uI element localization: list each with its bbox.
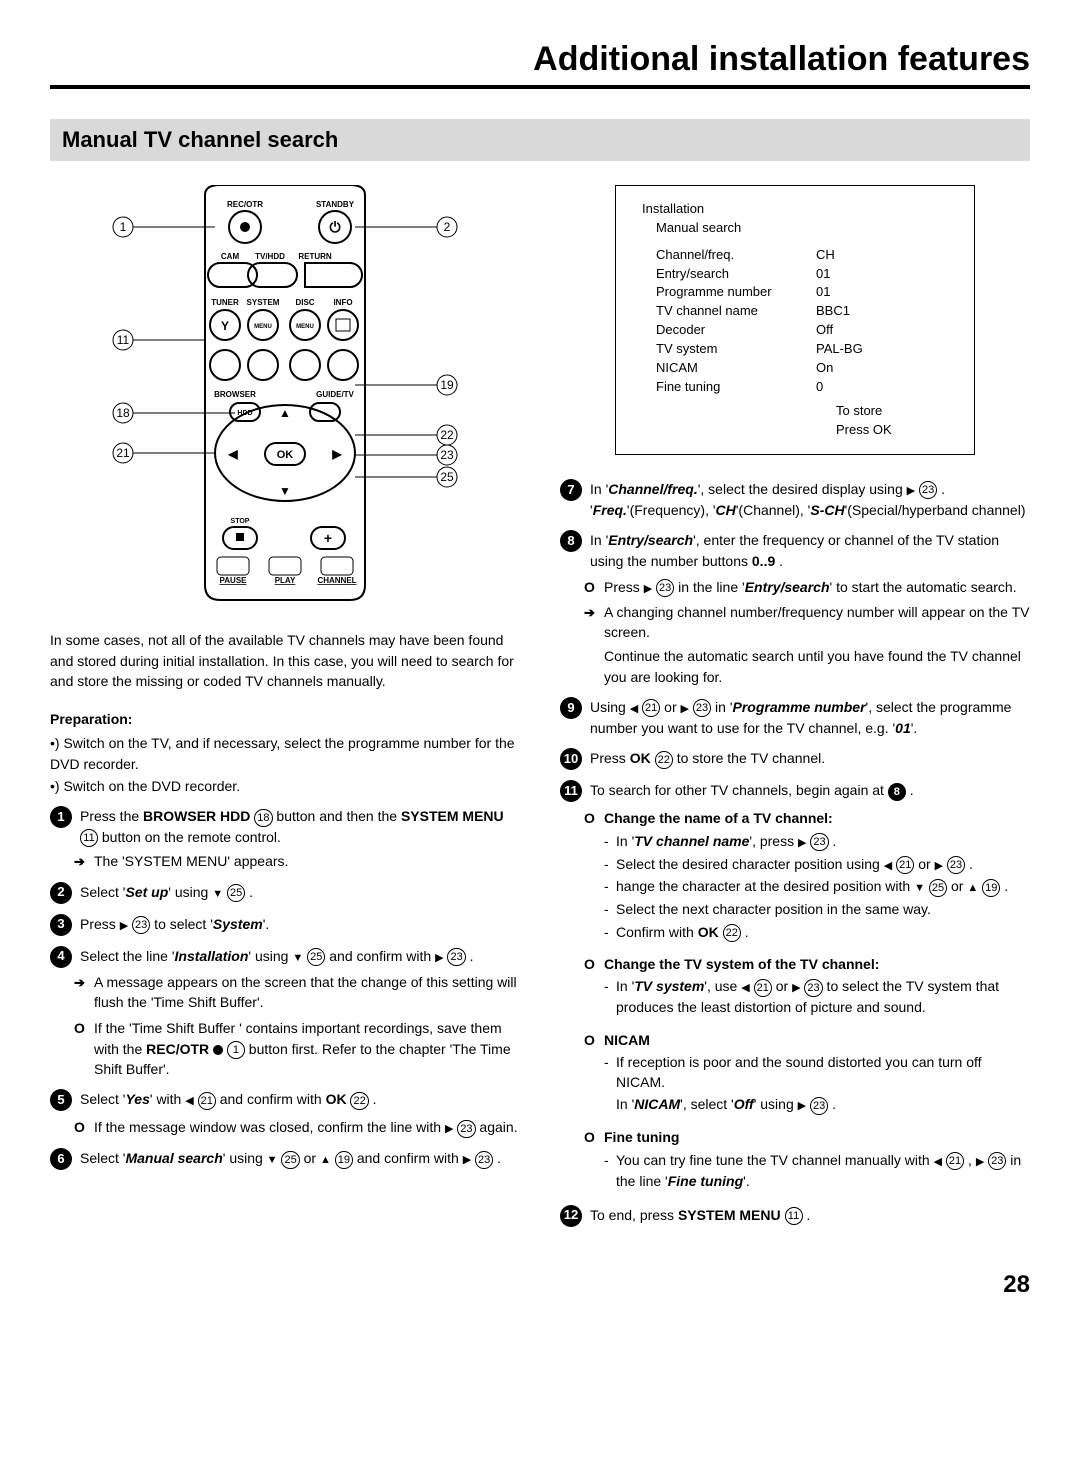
left-column: 1 2 11 18 21 19 22 23 25 (50, 185, 520, 1231)
svg-text:INFO: INFO (333, 298, 352, 307)
svg-text:1: 1 (120, 220, 127, 234)
svg-text:21: 21 (116, 446, 130, 460)
svg-text:+: + (324, 530, 332, 546)
step-3: 3 Press 23 to select 'System'. (50, 914, 520, 936)
step-5: 5 Select 'Yes' with 21 and confirm with … (50, 1089, 520, 1111)
svg-text:TV/HDD: TV/HDD (255, 252, 285, 261)
svg-text:STANDBY: STANDBY (316, 200, 355, 209)
step-10: 10 Press OK 22 to store the TV channel. (560, 748, 1030, 770)
arrow-icon (74, 851, 94, 872)
svg-text:OK: OK (277, 449, 294, 461)
svg-text:22: 22 (440, 428, 454, 442)
svg-text:SYSTEM: SYSTEM (247, 298, 280, 307)
arrow-icon (584, 602, 604, 643)
step-12: 12 To end, press SYSTEM MENU 11 . (560, 1205, 1030, 1227)
svg-text:▼: ▼ (279, 484, 291, 498)
step-9: 9 Using 21 or 23 in 'Programme number', … (560, 697, 1030, 738)
tv-screen-box: Installation Manual search Channel/freq.… (615, 185, 975, 455)
svg-text:RETURN: RETURN (298, 252, 332, 261)
section-title: Manual TV channel search (50, 119, 1030, 161)
step-7: 7 In 'Channel/freq.', select the desired… (560, 479, 1030, 520)
svg-text:PLAY: PLAY (275, 576, 296, 585)
prep-line-2: •) Switch on the DVD recorder. (50, 776, 520, 796)
svg-text:⏻: ⏻ (329, 219, 340, 235)
preparation-heading: Preparation: (50, 709, 520, 729)
svg-text:25: 25 (440, 470, 454, 484)
svg-text:MENU: MENU (296, 324, 314, 330)
svg-text:STOP: STOP (231, 518, 250, 525)
svg-text:CHANNEL: CHANNEL (317, 576, 356, 585)
svg-text:PAUSE: PAUSE (220, 576, 248, 585)
arrow-icon (74, 972, 94, 1013)
step-1: 1 Press the BROWSER HDD 18 button and th… (50, 806, 520, 847)
svg-text:MENU: MENU (254, 324, 272, 330)
svg-text:BROWSER: BROWSER (214, 390, 256, 399)
page-title: Additional installation features (50, 40, 1030, 89)
step-4: 4 Select the line 'Installation' using 2… (50, 946, 520, 968)
svg-text:2: 2 (444, 220, 451, 234)
svg-text:11: 11 (117, 333, 130, 347)
intro-text: In some cases, not all of the available … (50, 630, 520, 691)
step-11: 11 To search for other TV channels, begi… (560, 780, 1030, 802)
svg-text:TUNER: TUNER (211, 298, 239, 307)
remote-diagram: 1 2 11 18 21 19 22 23 25 (50, 185, 520, 610)
prep-line-1: •) Switch on the TV, and if necessary, s… (50, 733, 520, 774)
svg-text:DISC: DISC (295, 298, 314, 307)
step-badge: 1 (50, 806, 72, 828)
svg-text:◀: ◀ (227, 447, 238, 461)
right-column: Installation Manual search Channel/freq.… (560, 185, 1030, 1231)
svg-text:19: 19 (440, 378, 454, 392)
svg-text:23: 23 (440, 448, 454, 462)
svg-text:18: 18 (116, 406, 130, 420)
svg-text:REC/OTR: REC/OTR (227, 200, 263, 209)
page-number: 28 (50, 1271, 1030, 1299)
svg-text:CAM: CAM (221, 252, 240, 261)
step-2: 2 Select 'Set up' using 25 . (50, 882, 520, 904)
step-8: 8 In 'Entry/search', enter the frequency… (560, 530, 1030, 571)
step-6: 6 Select 'Manual search' using 25 or 19 … (50, 1148, 520, 1170)
svg-text:▲: ▲ (279, 406, 291, 420)
svg-text:Y: Y (221, 319, 229, 333)
svg-text:▶: ▶ (331, 447, 342, 461)
svg-text:GUIDE/TV: GUIDE/TV (316, 390, 354, 399)
svg-text:HDD: HDD (237, 410, 252, 417)
